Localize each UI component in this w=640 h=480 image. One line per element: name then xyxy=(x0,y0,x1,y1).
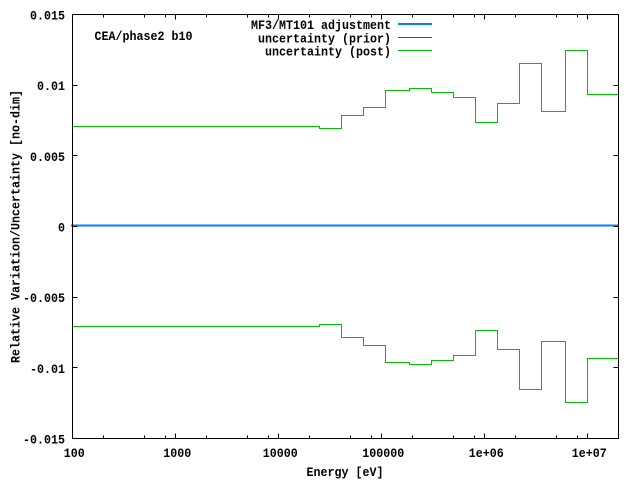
svg-text:Relative Variation/Uncertainty: Relative Variation/Uncertainty [no-dim] xyxy=(9,90,24,363)
svg-text:10000: 10000 xyxy=(263,446,298,461)
svg-text:0: 0 xyxy=(58,221,65,236)
svg-text:1000: 1000 xyxy=(163,446,191,461)
svg-text:0.005: 0.005 xyxy=(30,150,65,165)
svg-text:-0.015: -0.015 xyxy=(23,433,65,448)
svg-text:1e+07: 1e+07 xyxy=(572,446,607,461)
svg-text:0.015: 0.015 xyxy=(30,9,65,24)
svg-text:0.01: 0.01 xyxy=(37,79,65,94)
svg-text:uncertainty (prior): uncertainty (prior) xyxy=(258,31,391,46)
svg-text:uncertainty (post): uncertainty (post) xyxy=(265,44,391,59)
svg-text:-0.01: -0.01 xyxy=(30,362,65,377)
svg-text:MF3/MT101 adjustment: MF3/MT101 adjustment xyxy=(251,18,391,33)
svg-text:CEA/phase2 b10: CEA/phase2 b10 xyxy=(95,29,193,44)
svg-text:Energy [eV]: Energy [eV] xyxy=(307,465,384,480)
svg-text:100000: 100000 xyxy=(362,446,404,461)
svg-text:100: 100 xyxy=(64,446,85,461)
svg-text:1e+06: 1e+06 xyxy=(469,446,504,461)
svg-text:-0.005: -0.005 xyxy=(23,291,65,306)
